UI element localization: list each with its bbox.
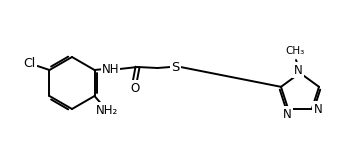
- Text: N: N: [283, 108, 292, 121]
- Text: CH₃: CH₃: [285, 46, 305, 56]
- Text: O: O: [130, 81, 139, 95]
- Text: NH: NH: [102, 62, 119, 76]
- Text: N: N: [294, 63, 302, 76]
- Text: NH₂: NH₂: [96, 104, 118, 117]
- Text: S: S: [171, 61, 180, 74]
- Text: N: N: [313, 103, 322, 116]
- Text: Cl: Cl: [24, 57, 35, 70]
